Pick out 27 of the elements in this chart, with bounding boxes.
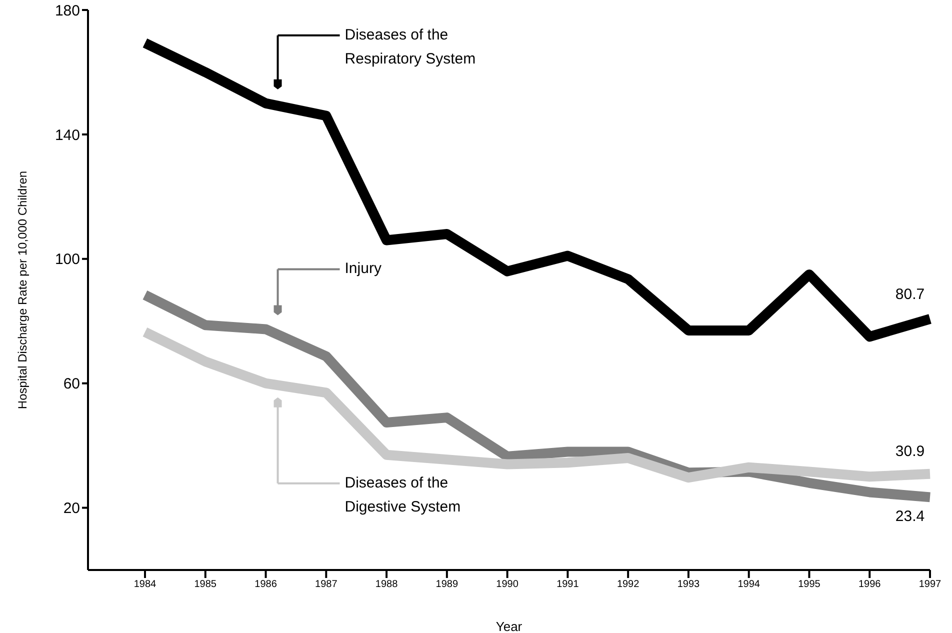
data-label: 80.7 <box>895 286 925 303</box>
x-tick-label: 1990 <box>496 579 519 590</box>
y-tick-label: 140 <box>54 126 80 144</box>
legend-label: Injury <box>344 260 382 278</box>
x-tick-label: 1987 <box>315 579 338 590</box>
x-tick-label: 1986 <box>254 579 278 590</box>
x-tick-label: 1996 <box>858 579 882 590</box>
y-tick-label: 100 <box>54 251 80 268</box>
x-tick-label: 1993 <box>677 579 700 590</box>
x-tick-label: 1985 <box>194 579 217 590</box>
data-label: 30.9 <box>895 442 925 460</box>
x-tick-label: 1991 <box>556 579 580 590</box>
legend-label: Diseases of the Digestive System <box>344 474 461 516</box>
data-label: 23.4 <box>895 508 925 526</box>
x-tick-label: 1995 <box>798 579 821 590</box>
y-tick-label: 180 <box>54 2 80 20</box>
x-tick-label: 1988 <box>375 579 398 590</box>
x-axis-title: Year <box>496 619 523 633</box>
x-tick-label: 1984 <box>134 579 157 590</box>
y-tick-label: 60 <box>63 376 80 393</box>
x-tick-label: 1997 <box>918 579 942 590</box>
y-tick-label: 20 <box>63 500 80 518</box>
x-tick-label: 1989 <box>436 579 458 590</box>
x-tick-label: 1994 <box>738 579 760 590</box>
legend-label: Diseases of the Respiratory System <box>344 26 476 68</box>
x-tick-label: 1992 <box>616 579 640 590</box>
y-axis-title: Hospital Discharge Rate per 10,000 Children <box>15 170 30 410</box>
